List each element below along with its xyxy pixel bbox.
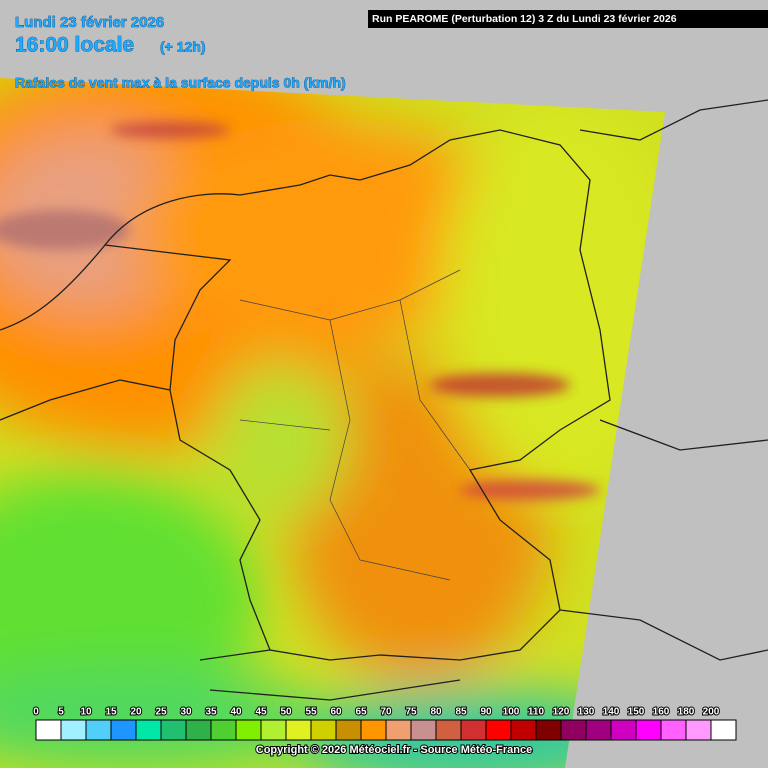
legend-swatch (635, 719, 662, 741)
legend-swatch (135, 719, 162, 741)
legend-swatch (310, 719, 337, 741)
legend-swatch (285, 719, 312, 741)
legend-label: 25 (155, 707, 167, 718)
legend-swatch (60, 719, 87, 741)
legend-label: 40 (230, 707, 242, 718)
legend-swatch (185, 719, 212, 741)
legend-label: 110 (528, 707, 545, 718)
legend-swatch (585, 719, 612, 741)
legend-swatch (360, 719, 387, 741)
local-time: 16:00 locale (15, 34, 134, 57)
legend-swatch (485, 719, 512, 741)
legend-swatch (385, 719, 412, 741)
legend-swatch (260, 719, 287, 741)
legend-label: 70 (380, 707, 392, 718)
legend-label: 45 (255, 707, 267, 718)
legend-swatch (560, 719, 587, 741)
parameter: Rafales de vent max à la surface depuis … (15, 75, 346, 91)
legend-label: 200 (703, 707, 720, 718)
legend-label: 35 (205, 707, 217, 718)
legend-label: 5 (58, 707, 64, 718)
legend-swatch (160, 719, 187, 741)
legend-swatch (210, 719, 237, 741)
legend-label: 140 (603, 707, 620, 718)
legend-swatch (510, 719, 537, 741)
legend-label: 100 (503, 707, 520, 718)
legend-swatch (435, 719, 462, 741)
legend-swatch (660, 719, 687, 741)
legend-swatch (335, 719, 362, 741)
copyright: Copyright © 2026 Météociel.fr - Source M… (256, 744, 532, 756)
legend-label: 60 (330, 707, 342, 718)
legend-label: 15 (105, 707, 117, 718)
legend-swatch (35, 719, 62, 741)
legend-swatch (410, 719, 437, 741)
legend-label: 85 (455, 707, 467, 718)
borders (0, 99, 768, 701)
legend-label: 80 (430, 707, 442, 718)
lead-time: (+ 12h) (160, 39, 206, 55)
legend-label: 150 (628, 707, 645, 718)
legend-label: 180 (678, 707, 695, 718)
legend-label: 55 (305, 707, 317, 718)
legend-swatch (235, 719, 262, 741)
legend-label: 160 (653, 707, 670, 718)
legend-swatch (460, 719, 487, 741)
legend-label: 120 (553, 707, 570, 718)
run-info: Run PEAROME (Perturbation 12) 3 Z du Lun… (372, 13, 677, 25)
legend-label: 20 (130, 707, 142, 718)
legend-swatch (710, 719, 737, 741)
date: Lundi 23 février 2026 (15, 14, 164, 31)
legend-label: 130 (578, 707, 595, 718)
legend-label: 0 (33, 707, 39, 718)
legend-label: 90 (480, 707, 492, 718)
legend-swatch (610, 719, 637, 741)
legend-label: 30 (180, 707, 192, 718)
legend-label: 65 (355, 707, 367, 718)
regional-borders (239, 269, 471, 581)
legend-label: 50 (280, 707, 292, 718)
legend-swatch (685, 719, 712, 741)
legend-swatch (85, 719, 112, 741)
run-box (368, 10, 768, 28)
legend-swatch (110, 719, 137, 741)
legend-label: 10 (80, 707, 92, 718)
legend-swatch (535, 719, 562, 741)
legend-label: 75 (405, 707, 417, 718)
